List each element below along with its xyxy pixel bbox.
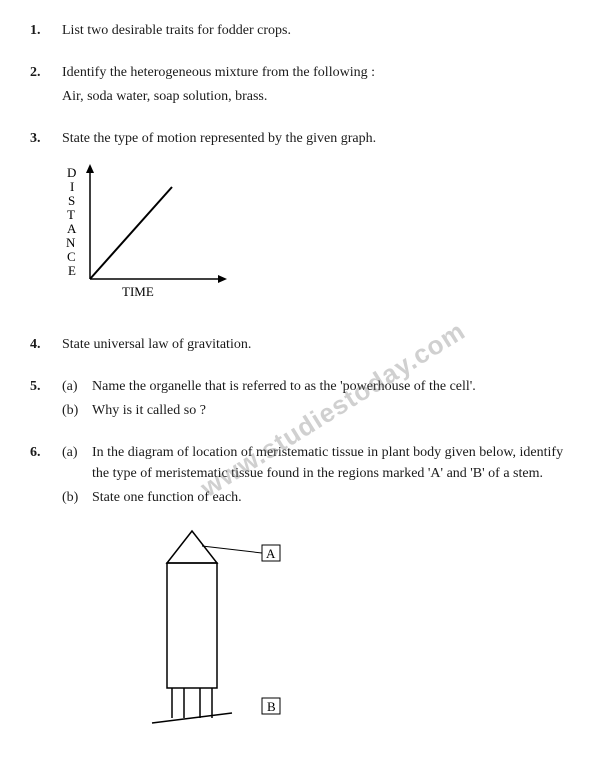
question-number: 2. xyxy=(30,62,62,110)
subpart-label: (a) xyxy=(62,442,92,484)
question-body: Identify the heterogeneous mixture from … xyxy=(62,62,568,110)
question-text: State universal law of gravitation. xyxy=(62,334,568,355)
stem-body xyxy=(167,563,217,688)
question-number: 3. xyxy=(30,128,62,316)
question-body: (a) Name the organelle that is referred … xyxy=(62,376,568,424)
label-a-text: A xyxy=(266,546,276,561)
question-1: 1. List two desirable traits for fodder … xyxy=(30,20,568,44)
question-number: 4. xyxy=(30,334,62,358)
y-axis-letter: A xyxy=(67,221,77,236)
y-axis-letter: S xyxy=(68,193,75,208)
subpart-b: (b) State one function of each. xyxy=(62,487,568,508)
question-body: State universal law of gravitation. xyxy=(62,334,568,358)
ground-line xyxy=(152,713,232,723)
subpart-text: In the diagram of location of meristemat… xyxy=(92,442,568,484)
subpart-label: (b) xyxy=(62,400,92,421)
subpart-a: (a) Name the organelle that is referred … xyxy=(62,376,568,397)
subpart-a: (a) In the diagram of location of merist… xyxy=(62,442,568,484)
question-text-line2: Air, soda water, soap solution, brass. xyxy=(62,86,568,107)
y-axis-letter: C xyxy=(67,249,76,264)
question-5: 5. (a) Name the organelle that is referr… xyxy=(30,376,568,424)
label-a-leader xyxy=(202,546,262,553)
question-body: State the type of motion represented by … xyxy=(62,128,568,316)
plant-svg: A B xyxy=(122,523,342,733)
question-text: Identify the heterogeneous mixture from … xyxy=(62,62,568,83)
subpart-label: (a) xyxy=(62,376,92,397)
subpart-text: Why is it called so ? xyxy=(92,400,568,421)
question-text: State the type of motion represented by … xyxy=(62,128,568,149)
plant-diagram: A B xyxy=(122,523,568,740)
question-2: 2. Identify the heterogeneous mixture fr… xyxy=(30,62,568,110)
question-6: 6. (a) In the diagram of location of mer… xyxy=(30,442,568,740)
subpart-label: (b) xyxy=(62,487,92,508)
motion-graph: D I S T A N C E TIME xyxy=(62,159,568,306)
x-axis-label: TIME xyxy=(122,284,154,299)
question-text: List two desirable traits for fodder cro… xyxy=(62,20,568,41)
question-number: 6. xyxy=(30,442,62,740)
question-body: List two desirable traits for fodder cro… xyxy=(62,20,568,44)
question-body: (a) In the diagram of location of merist… xyxy=(62,442,568,740)
y-axis-letter: T xyxy=(67,207,75,222)
y-axis-letter: I xyxy=(70,179,74,194)
question-4: 4. State universal law of gravitation. xyxy=(30,334,568,358)
y-axis-letter: E xyxy=(68,263,76,278)
graph-svg: D I S T A N C E TIME xyxy=(62,159,242,299)
question-number: 5. xyxy=(30,376,62,424)
y-axis-letter: D xyxy=(67,165,76,180)
graph-data-line xyxy=(90,187,172,279)
x-axis-arrow xyxy=(218,275,227,283)
subpart-b: (b) Why is it called so ? xyxy=(62,400,568,421)
question-number: 1. xyxy=(30,20,62,44)
question-3: 3. State the type of motion represented … xyxy=(30,128,568,316)
y-axis-arrow xyxy=(86,164,94,173)
subpart-text: Name the organelle that is referred to a… xyxy=(92,376,568,397)
subpart-text: State one function of each. xyxy=(92,487,568,508)
y-axis-letter: N xyxy=(66,235,76,250)
label-b-text: B xyxy=(267,699,276,714)
